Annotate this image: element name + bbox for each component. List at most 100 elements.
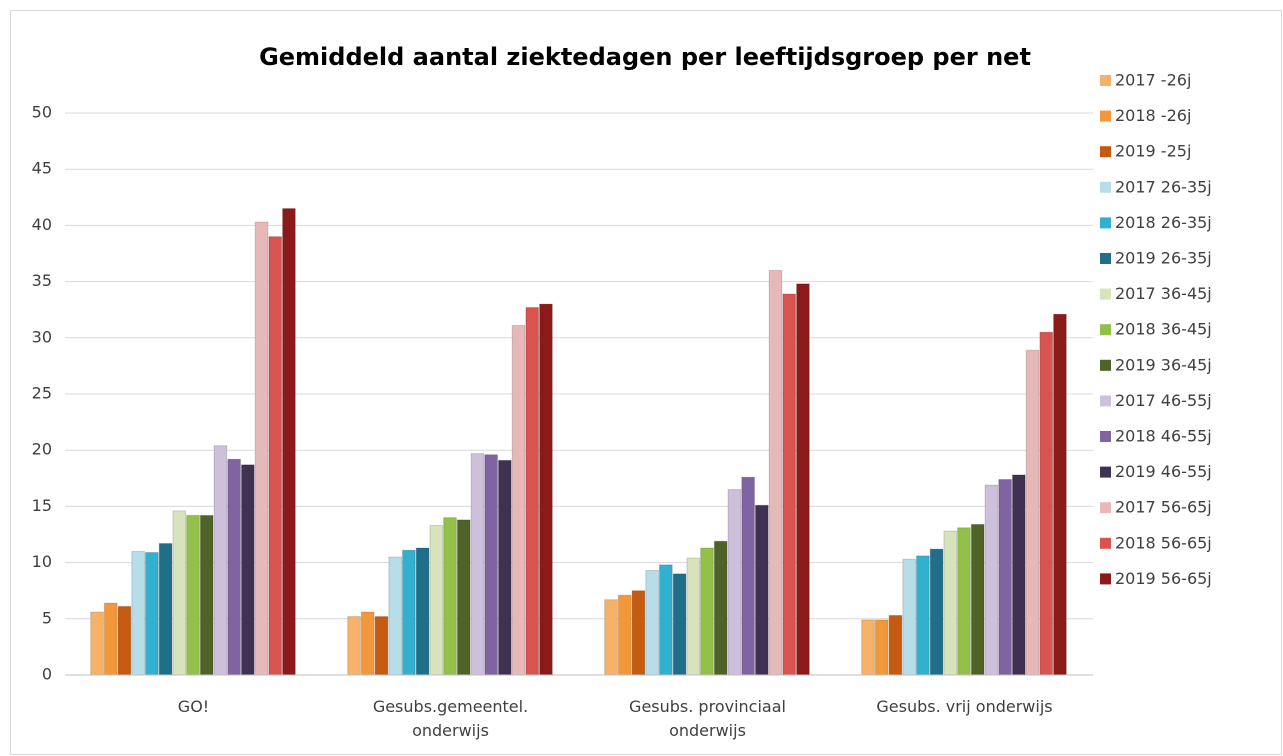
bar — [470, 453, 485, 676]
bar — [186, 514, 200, 676]
bar — [227, 458, 241, 676]
bar — [497, 459, 512, 676]
bar — [117, 605, 132, 676]
bar — [103, 602, 118, 676]
y-tick-label: 15 — [32, 496, 52, 515]
bar — [1053, 313, 1067, 676]
bar — [659, 564, 673, 676]
bar — [240, 464, 255, 676]
bar — [713, 540, 728, 676]
bar — [902, 558, 917, 676]
bar — [131, 550, 146, 676]
legend-label: 2019 56-65j — [1115, 569, 1212, 588]
bar — [374, 616, 389, 676]
bar — [511, 324, 526, 676]
legend-swatch — [1100, 181, 1111, 193]
legend-swatch — [1100, 146, 1111, 158]
bar — [268, 236, 283, 676]
bar — [645, 569, 660, 676]
legend-swatch — [1100, 110, 1111, 122]
legend-label: 2019 -25j — [1115, 142, 1191, 161]
legend-label: 2019 46-55j — [1115, 462, 1212, 481]
bar — [525, 306, 540, 676]
legend-label: 2017 36-45j — [1115, 284, 1212, 303]
bar — [443, 517, 457, 676]
bar — [145, 551, 159, 676]
legend-swatch — [1100, 395, 1111, 407]
legend-label: 2018 26-35j — [1115, 213, 1212, 232]
y-tick-label: 0 — [42, 665, 52, 684]
bar — [213, 445, 228, 676]
y-tick-label: 20 — [32, 440, 52, 459]
legend-swatch — [1100, 359, 1111, 371]
legend-label: 2017 -26j — [1115, 71, 1191, 90]
bar — [360, 611, 375, 676]
legend-swatch — [1100, 324, 1111, 336]
bar — [631, 590, 646, 676]
legend-label: 2017 56-65j — [1115, 498, 1212, 517]
chart-title: Gemiddeld aantal ziektedagen per leeftij… — [259, 43, 1031, 71]
bar — [347, 616, 361, 676]
bar — [768, 269, 783, 676]
legend-label: 2018 46-55j — [1115, 427, 1212, 446]
bar — [888, 614, 903, 676]
y-tick-label: 35 — [32, 271, 52, 290]
legend-label: 2018 56-65j — [1115, 533, 1212, 552]
bar — [617, 594, 632, 676]
legend-label: 2018 36-45j — [1115, 320, 1212, 339]
legend-swatch — [1100, 537, 1111, 549]
bar — [782, 293, 797, 676]
bar — [402, 549, 416, 676]
bar — [172, 510, 187, 676]
bar — [861, 619, 875, 676]
legend-swatch — [1100, 217, 1111, 229]
bar — [415, 547, 430, 676]
legend-swatch — [1100, 288, 1111, 300]
y-tick-label: 30 — [32, 327, 52, 346]
bar — [1039, 331, 1054, 676]
y-tick-label: 45 — [32, 159, 52, 178]
bar — [539, 303, 553, 676]
bar — [254, 221, 269, 676]
legend-swatch — [1100, 253, 1111, 264]
bar — [1025, 349, 1040, 676]
y-tick-label: 40 — [32, 215, 52, 234]
x-tick-label: Gesubs. provinciaal onderwijs — [629, 697, 786, 740]
legend-swatch — [1100, 502, 1111, 514]
legend-label: 2019 36-45j — [1115, 355, 1212, 374]
bar — [741, 476, 755, 676]
bar — [957, 527, 971, 676]
legend-swatch — [1100, 431, 1111, 442]
bar — [158, 542, 173, 676]
x-tick-label: GO! — [177, 697, 210, 716]
bar — [90, 611, 104, 676]
bar — [943, 530, 958, 676]
bar — [672, 573, 687, 676]
bar — [754, 504, 769, 676]
bar — [970, 523, 985, 676]
y-tick-label: 10 — [32, 552, 52, 571]
x-tick-label: Gesubs.gemeentel. onderwijs — [372, 697, 529, 740]
bar — [929, 548, 944, 676]
bar — [700, 547, 714, 676]
bar — [199, 514, 214, 676]
legend-swatch — [1100, 466, 1111, 478]
bar — [874, 619, 889, 676]
bar — [984, 484, 999, 676]
x-tick-label: Gesubs. vrij onderwijs — [876, 697, 1053, 716]
bar — [429, 525, 444, 676]
bar — [727, 489, 742, 676]
bar — [456, 519, 471, 676]
legend-label: 2017 46-55j — [1115, 391, 1212, 410]
legend-label: 2017 26-35j — [1115, 177, 1212, 196]
y-tick-label: 5 — [42, 608, 52, 627]
bar — [998, 478, 1012, 676]
legend-swatch — [1100, 573, 1111, 585]
legend-label: 2018 -26j — [1115, 106, 1191, 125]
legend-label: 2019 26-35j — [1115, 249, 1212, 268]
y-tick-label: 25 — [32, 384, 52, 403]
bar — [686, 557, 701, 676]
bar — [916, 555, 930, 676]
